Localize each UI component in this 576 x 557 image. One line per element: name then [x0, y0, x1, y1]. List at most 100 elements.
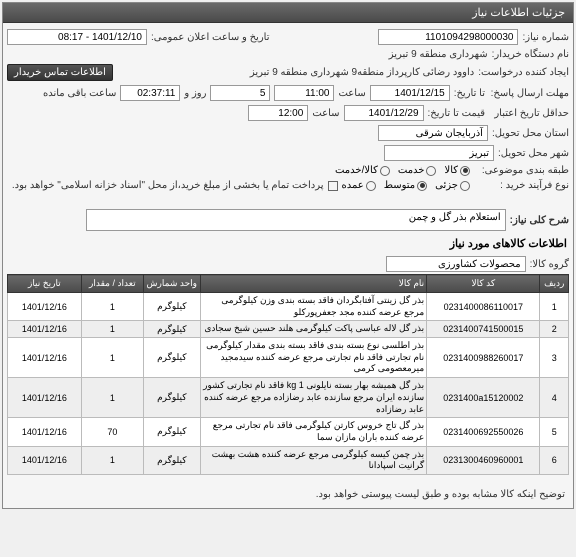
topic-label: طبقه بندی موضوعی: — [474, 165, 569, 176]
main-panel: جزئیات اطلاعات نیاز شماره نیاز: 11010942… — [2, 2, 574, 509]
process-opt-0: جزئی — [435, 180, 458, 191]
group-label: گروه کالا: — [530, 259, 569, 270]
table-cell: 6 — [540, 446, 569, 474]
province-field: آذربایجان شرقی — [378, 125, 488, 141]
city-label: شهر محل تحویل: — [498, 148, 569, 159]
announce-field: 1401/12/10 - 08:17 — [7, 29, 147, 45]
goods-table: ردیف کد کالا نام کالا واحد شمارش تعداد /… — [7, 274, 569, 475]
table-cell: 0231400a15120002 — [427, 378, 540, 418]
th-idx: ردیف — [540, 275, 569, 293]
to-date-label: تا تاریخ: — [454, 88, 485, 99]
table-cell: 1401/12/16 — [8, 446, 82, 474]
table-cell: 0231400741500015 — [427, 321, 540, 338]
contact-buyer-button[interactable]: اطلاعات تماس خریدار — [7, 64, 113, 81]
buyer-value: شهرداری منطقه 9 تبریز — [389, 49, 488, 60]
table-row: 60231300460960001بذر چمن کیسه کیلوگرمی م… — [8, 446, 569, 474]
panel-title: جزئیات اطلاعات نیاز — [3, 3, 573, 23]
credit-time: 12:00 — [248, 105, 308, 121]
table-cell: بذر اطلسی نوع بسته بندی فاقد بسته بندی م… — [200, 338, 427, 378]
deadline-time-label: ساعت — [338, 88, 365, 99]
table-cell: 1 — [81, 446, 143, 474]
table-row: 40231400a15120002بذر گل همیشه بهار بسته … — [8, 378, 569, 418]
topic-opt-0: کالا — [444, 165, 458, 176]
topic-opt-2: کالا/خدمت — [335, 165, 378, 176]
table-cell: 0231400692550026 — [427, 418, 540, 446]
table-cell: 1401/12/16 — [8, 293, 82, 321]
req-no-label: شماره نیاز: — [522, 32, 569, 43]
th-qty: تعداد / مقدار — [81, 275, 143, 293]
table-cell: 1 — [81, 321, 143, 338]
table-cell: کیلوگرم — [143, 293, 200, 321]
table-cell: 1401/12/16 — [8, 378, 82, 418]
topic-radio-goods[interactable] — [460, 166, 470, 176]
th-name: نام کالا — [200, 275, 427, 293]
th-code: کد کالا — [427, 275, 540, 293]
table-cell: کیلوگرم — [143, 338, 200, 378]
credit-label: حداقل تاریخ اعتبار — [489, 108, 569, 119]
deadline-remain: 02:37:11 — [120, 85, 180, 101]
table-cell: 1401/12/16 — [8, 321, 82, 338]
province-label: استان محل تحویل: — [492, 128, 569, 139]
process-radio-minor[interactable] — [460, 181, 470, 191]
goods-section-title: اطلاعات کالاهای مورد نیاز — [7, 233, 569, 254]
announce-label: تاریخ و ساعت اعلان عمومی: — [151, 32, 270, 43]
table-cell: 1 — [81, 378, 143, 418]
req-no-field: 1101094298000030 — [378, 29, 518, 45]
payment-note: پرداخت تمام یا بخشی از مبلغ خرید،از محل … — [12, 180, 324, 191]
table-cell: کیلوگرم — [143, 418, 200, 446]
creator-label: ایجاد کننده درخواست: — [478, 67, 569, 78]
creator-value: داوود رضائی کارپرداز منطقه9 شهرداری منطق… — [250, 67, 474, 78]
process-opt-2: عمده — [342, 180, 364, 191]
process-radio-medium[interactable] — [417, 181, 427, 191]
deadline-label: مهلت ارسال پاسخ: — [489, 88, 569, 99]
desc-label: شرح کلی نیاز: — [510, 215, 569, 226]
process-opt-1: متوسط — [384, 180, 415, 191]
topic-radio-group: کالا خدمت کالا/خدمت — [335, 165, 470, 176]
deadline-remain-label: ساعت باقی مانده — [43, 88, 116, 99]
table-cell: 0231400086110017 — [427, 293, 540, 321]
group-field: محصولات کشاورزی — [386, 256, 526, 272]
table-cell: 2 — [540, 321, 569, 338]
price-to-label: قیمت تا تاریخ: — [428, 108, 485, 119]
deadline-date: 1401/12/15 — [370, 85, 450, 101]
topic-radio-both[interactable] — [380, 166, 390, 176]
table-cell: 1401/12/16 — [8, 338, 82, 378]
table-cell: بذر گل زینتی آفتابگردان فاقد بسته بندی و… — [200, 293, 427, 321]
buyer-label: نام دستگاه خریدار: — [492, 49, 569, 60]
process-radio-major[interactable] — [366, 181, 376, 191]
city-field: تبریز — [384, 145, 494, 161]
deadline-days-label: روز و — [184, 88, 206, 99]
deadline-time: 11:00 — [274, 85, 334, 101]
credit-time-label: ساعت — [312, 108, 339, 119]
table-row: 30231400988260017بذر اطلسی نوع بسته بندی… — [8, 338, 569, 378]
table-cell: 1 — [540, 293, 569, 321]
credit-date: 1401/12/29 — [344, 105, 424, 121]
table-cell: بذر گل تاج خروس کارتن کیلوگرمی فاقد نام … — [200, 418, 427, 446]
treasury-checkbox[interactable] — [328, 181, 338, 191]
buy-process-radio-group: جزئی متوسط عمده — [342, 180, 471, 191]
th-date: تاریخ نیاز — [8, 275, 82, 293]
footer-note: توضیح اینکه کالا مشابه بوده و طبق لیست پ… — [7, 485, 569, 504]
topic-opt-1: خدمت — [398, 165, 425, 176]
topic-radio-service[interactable] — [426, 166, 436, 176]
table-cell: 0231400988260017 — [427, 338, 540, 378]
table-row: 20231400741500015بذر گل لاله عباسی پاکت … — [8, 321, 569, 338]
table-row: 50231400692550026بذر گل تاج خروس کارتن ک… — [8, 418, 569, 446]
buy-process-label: نوع فرآیند خرید : — [474, 180, 569, 191]
table-cell: کیلوگرم — [143, 321, 200, 338]
table-row: 10231400086110017بذر گل زینتی آفتابگردان… — [8, 293, 569, 321]
desc-field: استعلام بذر گل و چمن — [86, 209, 506, 231]
table-cell: 1 — [81, 293, 143, 321]
table-cell: 0231300460960001 — [427, 446, 540, 474]
panel-body: شماره نیاز: 1101094298000030 تاریخ و ساع… — [3, 23, 573, 508]
table-cell: کیلوگرم — [143, 446, 200, 474]
table-cell: 3 — [540, 338, 569, 378]
table-cell: 4 — [540, 378, 569, 418]
deadline-days: 5 — [210, 85, 270, 101]
table-cell: بذر گل لاله عباسی پاکت کیلوگرمی هلند حسی… — [200, 321, 427, 338]
table-cell: 1401/12/16 — [8, 418, 82, 446]
table-cell: 5 — [540, 418, 569, 446]
table-header-row: ردیف کد کالا نام کالا واحد شمارش تعداد /… — [8, 275, 569, 293]
table-cell: بذر چمن کیسه کیلوگرمی مرجع عرضه کننده هش… — [200, 446, 427, 474]
table-cell: 70 — [81, 418, 143, 446]
